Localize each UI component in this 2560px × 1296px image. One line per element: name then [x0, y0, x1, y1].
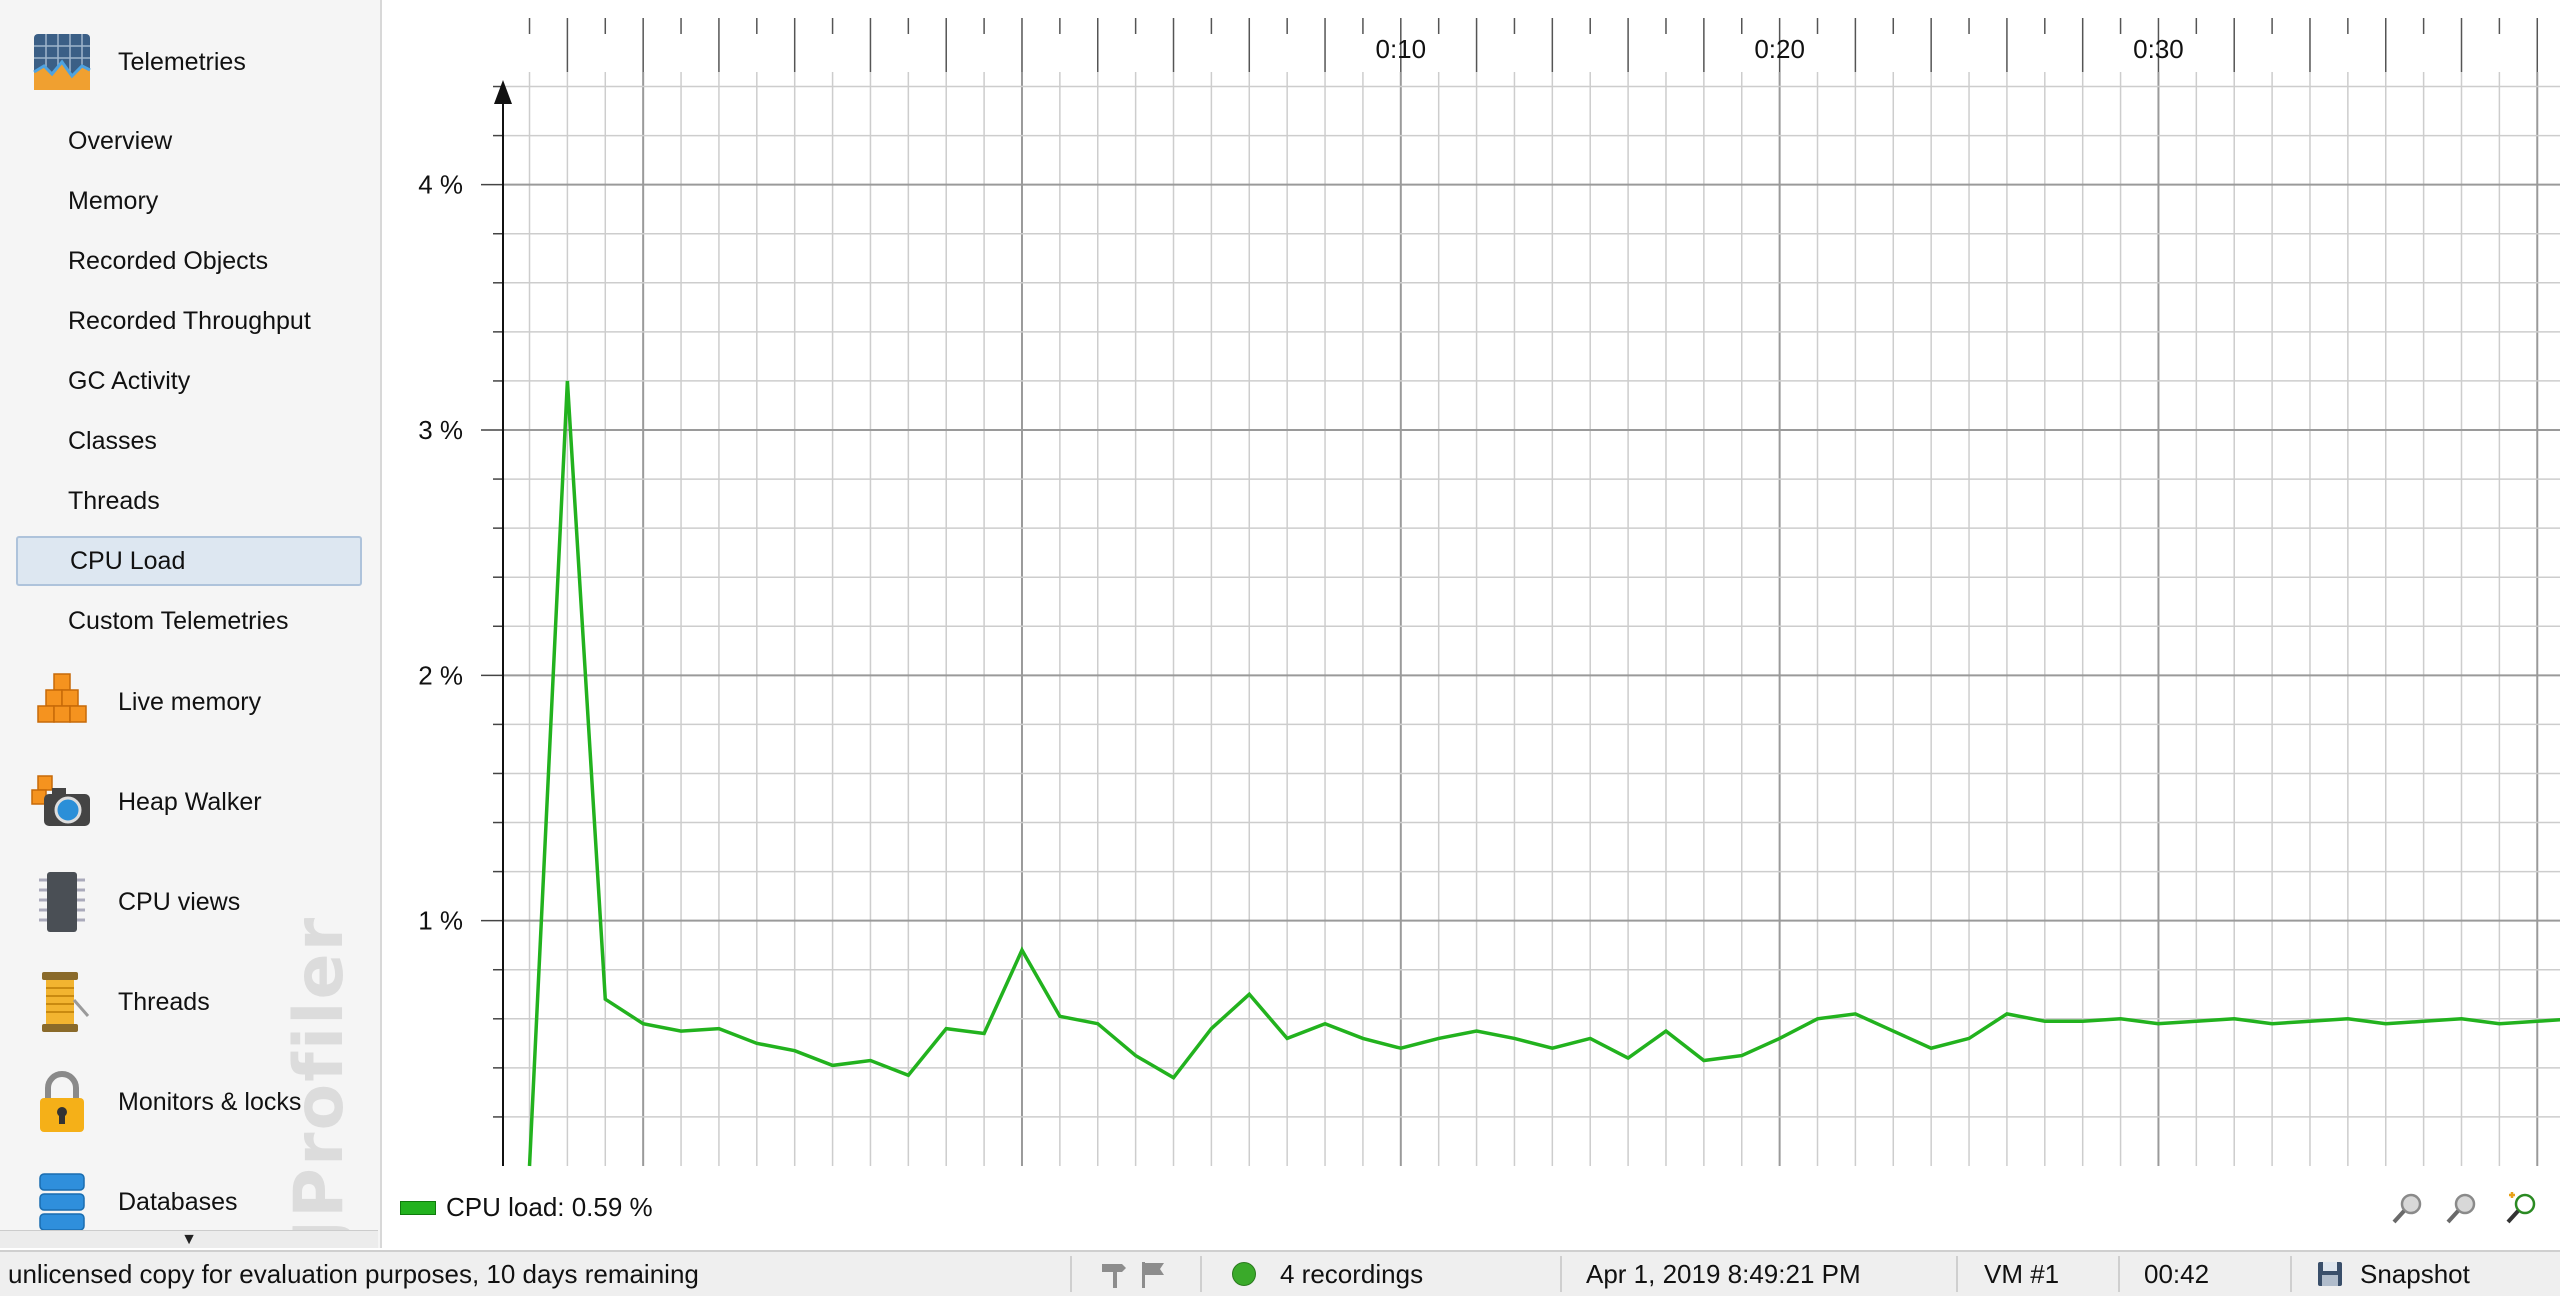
jprofiler-watermark: JProfiler — [280, 915, 360, 1245]
live-memory-icon — [28, 668, 96, 736]
chevron-down-icon: ▼ — [181, 1231, 197, 1248]
telemetry-item-classes[interactable]: Classes — [16, 416, 362, 466]
category-heap-walker[interactable]: Heap Walker — [28, 762, 262, 842]
category-label: Telemetries — [118, 47, 246, 76]
legend-label: CPU load: 0.59 % — [446, 1192, 653, 1222]
separator — [1956, 1256, 1958, 1292]
item-label: Overview — [68, 126, 173, 155]
cpu-load-chart: 0:10 0:20 0:30 1 % 2 % 3 % 4 % — [418, 18, 2560, 1167]
category-label: CPU views — [118, 887, 241, 916]
category-monitors-locks[interactable]: Monitors & locks — [28, 1062, 301, 1142]
telemetry-item-threads[interactable]: Threads — [16, 476, 362, 526]
item-label: Recorded Throughput — [68, 306, 311, 335]
license-message: unlicensed copy for evaluation purposes,… — [8, 1258, 699, 1289]
recordings-count: 4 recordings — [1280, 1258, 1424, 1289]
monitors-locks-icon — [28, 1068, 96, 1136]
category-threads[interactable]: Threads — [28, 962, 210, 1042]
y-axis-arrow — [494, 80, 512, 104]
x-tick-label: 0:30 — [2133, 34, 2184, 64]
category-label: Monitors & locks — [118, 1087, 302, 1116]
category-label: Heap Walker — [118, 787, 262, 816]
status-tools — [1100, 1252, 1166, 1296]
snapshot-status[interactable]: Snapshot — [2316, 1252, 2470, 1296]
y-tick-label: 4 % — [418, 170, 463, 200]
status-bar: unlicensed copy for evaluation purposes,… — [0, 1250, 2560, 1296]
y-tick-label: 2 % — [418, 660, 463, 690]
threads-icon — [28, 968, 96, 1036]
zoom-out-button[interactable] — [2444, 1190, 2480, 1226]
legend-swatch — [400, 1200, 436, 1215]
item-label: Classes — [68, 426, 157, 455]
recording-status-icon — [1232, 1262, 1256, 1286]
category-label: Live memory — [118, 687, 262, 716]
category-label: Threads — [118, 987, 210, 1016]
sidebar-scroll-down-button[interactable]: ▼ — [0, 1230, 378, 1248]
telemetry-item-gc-activity[interactable]: GC Activity — [16, 356, 362, 406]
cpu-views-icon — [28, 868, 96, 936]
fit-zoom-icon — [2506, 1192, 2536, 1224]
snapshot-label: Snapshot — [2360, 1258, 2470, 1289]
separator — [1070, 1256, 1072, 1292]
category-live-memory[interactable]: Live memory — [28, 662, 261, 742]
separator — [2290, 1256, 2292, 1292]
series-line-cpu-load — [527, 380, 2560, 1167]
item-label: Custom Telemetries — [68, 606, 289, 635]
telemetry-item-cpu-load[interactable]: CPU Load — [16, 536, 362, 586]
item-label: GC Activity — [68, 366, 191, 395]
chart-legend: CPU load: 0.59 % — [400, 1192, 653, 1223]
snapshot-datetime: Apr 1, 2019 8:49:21 PM — [1586, 1258, 1861, 1289]
telemetry-item-custom-telemetries[interactable]: Custom Telemetries — [16, 596, 362, 646]
zoom-out-icon — [2446, 1193, 2476, 1224]
fit-zoom-button[interactable] — [2504, 1190, 2540, 1226]
y-tick-label: 3 % — [418, 415, 463, 445]
vm-id: VM #1 — [1984, 1258, 2060, 1289]
zoom-in-button[interactable] — [2390, 1190, 2426, 1226]
telemetry-item-overview[interactable]: Overview — [16, 116, 362, 166]
telemetry-item-recorded-objects[interactable]: Recorded Objects — [16, 236, 362, 286]
x-tick-label: 0:20 — [1754, 34, 1805, 64]
zoom-in-icon — [2392, 1193, 2422, 1224]
telemetry-item-memory[interactable]: Memory — [16, 176, 362, 226]
elapsed-time: 00:42 — [2144, 1258, 2210, 1289]
x-tick-label: 0:10 — [1376, 34, 1427, 64]
recordings-status[interactable]: 4 recordings — [1232, 1252, 1423, 1296]
view-selector-sidebar: Telemetries Overview Memory Recorded Obj… — [0, 0, 382, 1248]
category-telemetries[interactable]: Telemetries — [28, 22, 246, 102]
databases-icon — [28, 1168, 96, 1236]
separator — [2118, 1256, 2120, 1292]
item-label: CPU Load — [70, 546, 186, 575]
item-label: Memory — [68, 186, 159, 215]
flag-icon[interactable] — [1140, 1260, 1166, 1288]
y-tick-label: 1 % — [418, 906, 463, 936]
separator — [1200, 1256, 1202, 1292]
telemetry-item-recorded-throughput[interactable]: Recorded Throughput — [16, 296, 362, 346]
heap-walker-icon — [28, 768, 96, 836]
category-databases[interactable]: Databases — [28, 1162, 238, 1242]
signpost-icon[interactable] — [1100, 1260, 1130, 1288]
item-label: Threads — [68, 486, 160, 515]
save-icon — [2316, 1260, 2344, 1288]
telemetries-icon — [28, 28, 96, 96]
category-cpu-views[interactable]: CPU views — [28, 862, 240, 942]
category-label: Databases — [118, 1187, 238, 1216]
item-label: Recorded Objects — [68, 246, 269, 275]
separator — [1560, 1256, 1562, 1292]
